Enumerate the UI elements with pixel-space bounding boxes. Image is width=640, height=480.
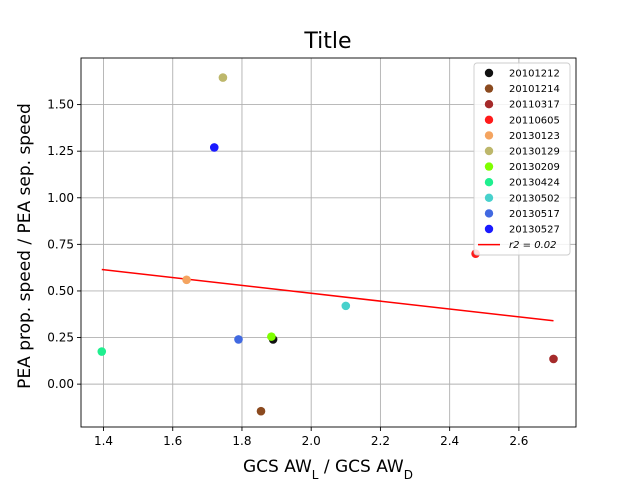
legend-label: 20130129 [509,147,560,158]
legend-label: 20130517 [509,209,560,220]
data-point-20130527 [209,143,219,152]
legend-label: 20130527 [509,225,560,236]
data-points [97,73,558,416]
legend-marker [484,224,494,234]
legend-box [473,62,571,256]
x-axis-label: GCS AWL / GCS AWD [243,457,413,480]
legend: 20101212 20101214 20110317 20110605 20130123… [473,62,571,256]
x-tick-label: 2.6 [509,434,528,448]
chart-title: Title [303,29,351,54]
regression-fit [101,268,554,322]
legend-label: 20110605 [509,115,560,126]
fit-line [101,268,554,322]
x-tick-label: 2.2 [371,434,390,448]
legend-label: 20101214 [509,84,560,95]
legend-label: 20130424 [509,178,560,189]
legend-label: 20130502 [509,193,560,204]
data-point-20130129 [218,73,228,82]
legend-label: 20130123 [509,131,560,142]
axis-ticks: 1.4 1.6 1.8 2.0 2.2 2.4 2.6 0.00 0.25 0.50 0.75 1.0… [47,98,528,448]
x-tick-label: 1.4 [94,434,113,448]
legend-marker [484,115,494,125]
legend-label: 20110317 [509,100,560,111]
x-tick-label: 2.4 [440,434,459,448]
y-tick-label: 0.25 [47,331,74,345]
legend-label: 20130209 [509,162,560,173]
legend-marker [484,209,494,218]
data-point-20130209 [267,332,276,341]
x-tick-label: 2.0 [302,434,321,448]
y-tick-label: 0.75 [47,237,74,251]
data-point-20101214 [256,406,266,416]
y-tick-label: 1.25 [47,144,74,158]
data-point-20110317 [549,354,558,364]
x-tick-label: 1.8 [232,434,251,448]
legend-marker [484,131,494,140]
legend-marker [484,84,494,93]
y-tick-label: 0.00 [47,377,74,391]
legend-marker [484,178,494,187]
plot-frame [80,57,577,428]
legend-marker [484,68,494,78]
legend-fit-label: r2 = 0.02 [509,240,556,251]
y-tick-label: 1.50 [47,98,74,112]
data-point-20130424 [97,347,107,356]
y-tick-label: 1.00 [47,191,74,205]
y-tick-label: 0.50 [47,284,74,298]
legend-marker [484,162,494,171]
legend-label: 20101212 [509,69,560,80]
legend-marker [484,193,494,202]
x-tick-label: 1.6 [163,434,182,448]
data-point-20130502 [341,301,351,311]
y-axis-label: PEA prop. speed / PEA sep. speed [15,103,35,389]
legend-marker [484,100,494,109]
data-point-20130517 [234,335,243,344]
data-point-20130123 [182,275,191,285]
legend-marker [484,146,494,156]
